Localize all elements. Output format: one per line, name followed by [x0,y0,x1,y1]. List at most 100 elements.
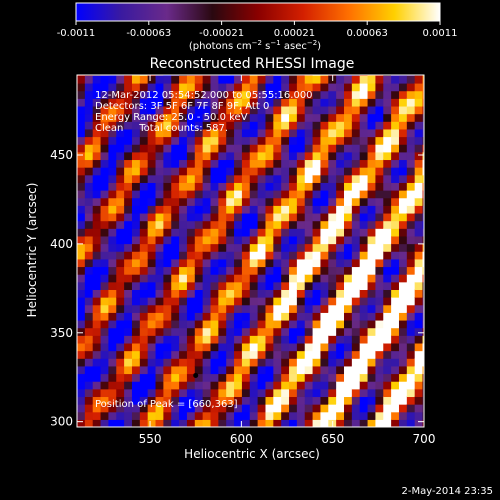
heatmap-cell [194,90,204,99]
heatmap-cell [124,90,133,99]
heatmap-cell [351,197,361,206]
heatmap-cell [344,365,353,375]
heatmap-cell [336,304,345,313]
heatmap-cell [147,404,157,413]
heatmap-cell [249,274,259,283]
heatmap-cell [336,258,345,268]
heatmap-cell [84,404,94,413]
heatmap-cell [108,258,117,268]
heatmap-cell [391,167,400,176]
heatmap-cell [359,113,369,122]
heatmap-cell [92,235,102,245]
heatmap-cell [383,121,392,130]
heatmap-cell [406,190,416,199]
heatmap-cell [210,167,219,176]
heatmap-cell [210,342,219,352]
heatmap-cell [422,136,424,145]
heatmap-cell [304,297,314,306]
heatmap-cell [359,136,369,145]
heatmap-cell [328,174,337,183]
heatmap-cell [100,128,110,138]
heatmap-cell [77,205,86,214]
heatmap-cell [320,365,329,375]
heatmap-cell [92,411,102,420]
heatmap-cell [179,197,188,206]
heatmap-cell [116,243,125,252]
heatmap-cell [351,105,361,115]
heatmap-cell [77,281,86,290]
heatmap-cell [194,144,204,153]
heatmap-cell [139,319,149,329]
heatmap-cell [344,335,353,344]
heatmap-cell [210,83,219,92]
heatmap-cell [296,235,306,245]
heatmap-cell [100,358,110,367]
heatmap-cell [218,350,227,359]
heatmap-cell [77,365,86,375]
heatmap-cell [320,304,329,313]
heatmap-cell [163,151,172,161]
heatmap-cell [257,235,267,245]
heatmap-cell [186,251,196,260]
heatmap-cell [77,373,86,382]
heatmap-cell [179,365,188,375]
heatmap-cell [108,113,117,122]
heatmap-cell [257,419,267,427]
heatmap-cell [249,319,259,329]
heatmap-cell [131,182,141,191]
heatmap-cell [265,258,274,268]
heatmap-cell [210,75,219,84]
heatmap-cell [414,396,424,405]
heatmap-cell [422,197,424,206]
heatmap-cell [359,83,369,92]
heatmap-cell [77,220,86,229]
heatmap-cell [281,144,290,153]
annotation-clean-counts: Clean Total counts: 587. [95,123,228,134]
heatmap-cell [328,266,337,275]
heatmap-cell [344,98,353,107]
heatmap-cell [124,136,133,145]
heatmap-cell [194,373,204,382]
heatmap-cell [155,90,164,99]
heatmap-cell [108,90,117,99]
heatmap-cell [257,128,267,138]
heatmap-cell [179,98,188,107]
heatmap-cell [414,419,424,427]
heatmap-cell [100,113,110,122]
heatmap-cell [359,144,369,153]
y-tick-label: 350 [50,326,73,340]
heatmap-cell [100,174,110,183]
heatmap-cell [257,182,267,191]
heatmap-cell [77,388,86,398]
heatmap-cell [163,404,172,413]
heatmap-cell [312,419,322,427]
heatmap-cell [124,258,133,268]
heatmap-cell [406,266,416,275]
heatmap-cell [147,335,157,344]
heatmap-cell [257,220,267,229]
heatmap-cell [304,319,314,329]
heatmap-cell [336,289,345,298]
heatmap-cell [249,258,259,268]
heatmap-cell [328,396,337,405]
heatmap-cell [312,243,322,252]
heatmap-cell [351,182,361,191]
heatmap-cell [163,251,172,260]
heatmap-cell [116,319,125,329]
heatmap-cell [234,136,243,145]
heatmap-cell [367,235,377,245]
heatmap-cell [241,381,251,390]
heatmap-cell [155,159,164,168]
heatmap-cell [359,220,369,229]
heatmap-cell [383,128,392,138]
heatmap-cell [179,289,188,298]
heatmap-cell [304,190,314,199]
heatmap-cell [320,190,329,199]
heatmap-cell [281,327,290,336]
heatmap-cell [296,281,306,290]
heatmap-cell [179,312,188,321]
heatmap-cell [234,90,243,99]
heatmap-cell [100,411,110,420]
heatmap-cell [422,373,424,382]
heatmap-cell [249,411,259,420]
